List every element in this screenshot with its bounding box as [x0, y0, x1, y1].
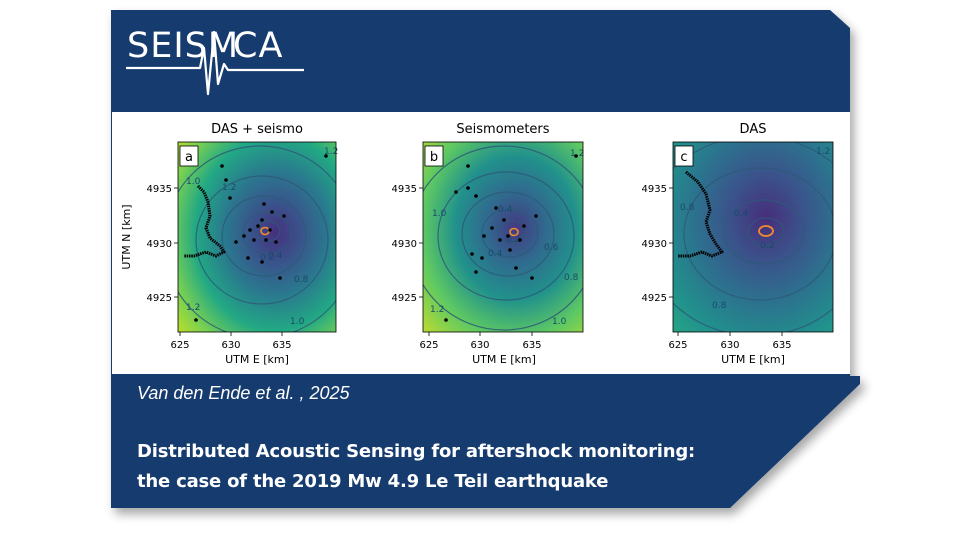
- x-tick-label: 630: [470, 340, 489, 351]
- logo-text-left: SEISM: [127, 26, 240, 66]
- contour-line: [497, 220, 527, 244]
- x-axis-label: UTM E [km]: [225, 353, 289, 366]
- contour-label: 0.8: [564, 273, 579, 283]
- contour-line: [242, 211, 292, 255]
- contour-label: 1.0: [552, 317, 567, 327]
- contour-label: 0.8: [294, 275, 309, 285]
- contour-label: 1.0: [186, 177, 201, 187]
- y-tick-label: 4925: [642, 293, 667, 304]
- panel-c-letter-box: [674, 145, 694, 167]
- contour-label: 0.4: [268, 251, 283, 261]
- panel-b-title: Seismometers: [456, 122, 549, 137]
- paper-figure: UTM N [km] DAS + seismo 0.2 0.4 0.8 1.0 …: [112, 112, 850, 374]
- y-tick-label: 4935: [392, 184, 417, 195]
- y-tick-label: 4935: [147, 184, 172, 195]
- x-axis-label: UTM E [km]: [721, 353, 785, 366]
- paper-title-line-1[interactable]: Distributed Acoustic Sensing for aftersh…: [137, 441, 696, 462]
- contour-line: [178, 145, 336, 332]
- panel-b: Seismometers 0.2 0.4 0.4 0.6 0.8 1.0 1.2…: [392, 122, 585, 366]
- contour-line: [481, 208, 539, 258]
- contour-label: 1.2: [430, 305, 444, 315]
- y-axis-label: UTM N [km]: [120, 204, 133, 269]
- x-tick-label: 635: [772, 340, 791, 351]
- x-tick-label: 635: [272, 340, 291, 351]
- panel-c-letter: c: [680, 150, 687, 165]
- contour-line: [683, 167, 833, 301]
- contour-label: 0.6: [544, 243, 559, 253]
- x-tick-label: 630: [221, 340, 240, 351]
- contour-line: [221, 195, 307, 277]
- das-fibre-path: [678, 170, 724, 258]
- contour-label: 0.2: [760, 241, 774, 251]
- seismica-logo[interactable]: [124, 24, 309, 104]
- x-tick-label: 625: [668, 340, 687, 351]
- contour-label: 1.2: [816, 147, 830, 157]
- contour-label: 0.4: [498, 205, 513, 215]
- paper-citation[interactable]: Van den Ende et al. , 2025: [137, 383, 350, 403]
- logo-text-right: CA: [233, 26, 284, 66]
- contour-label: 0.4: [488, 249, 503, 259]
- y-tick-label: 4925: [147, 293, 172, 304]
- event-location-marker: [758, 225, 774, 237]
- contour-label: 0.8: [680, 203, 695, 213]
- contour-label: 1.2: [324, 147, 338, 157]
- panel-a-letter-box: [179, 145, 199, 167]
- x-tick-label: 625: [170, 340, 189, 351]
- contour-line: [255, 220, 281, 242]
- panel-a-title: DAS + seismo: [211, 122, 303, 137]
- contour-line: [195, 175, 329, 305]
- panel-c: DAS 0.2 0.4 0.8 0.8 1.2 c 4935 4930 4925: [642, 122, 834, 366]
- y-tick-label: 4935: [642, 184, 667, 195]
- contour-line: [723, 199, 805, 265]
- contour-label: 0.2: [506, 235, 520, 245]
- panel-a: DAS + seismo 0.2 0.4 0.8 1.0 1.2 1.2 1.0…: [147, 122, 339, 366]
- x-tick-label: 625: [419, 340, 438, 351]
- y-tick-label: 4930: [642, 239, 667, 250]
- contour-label: 1.0: [432, 209, 447, 219]
- event-location-marker: [509, 227, 519, 237]
- panel-b-letter: b: [430, 150, 438, 165]
- contour-line: [437, 171, 575, 301]
- paper-title-line-2[interactable]: the case of the 2019 Mw 4.9 Le Teil eart…: [137, 471, 609, 492]
- contour-line: [423, 145, 583, 331]
- contour-label: 0.2: [260, 253, 274, 263]
- contour-label: 1.2: [186, 303, 200, 313]
- y-tick-label: 4930: [392, 239, 417, 250]
- x-tick-label: 630: [720, 340, 739, 351]
- y-tick-label: 4925: [392, 293, 417, 304]
- panel-c-title: DAS: [740, 122, 767, 137]
- contour-label: 1.0: [290, 317, 305, 327]
- x-axis-label: UTM E [km]: [472, 353, 536, 366]
- station-markers: [194, 154, 328, 322]
- contour-line: [461, 191, 555, 277]
- das-fibre-path: [184, 184, 226, 258]
- x-tick-label: 635: [522, 340, 541, 351]
- station-markers: [444, 154, 578, 322]
- y-tick-label: 4930: [147, 239, 172, 250]
- contour-label: 1.2: [222, 183, 236, 193]
- contour-label: 0.8: [712, 301, 727, 311]
- panel-b-letter-box: [424, 145, 444, 167]
- seismica-logo-wave: [126, 30, 304, 96]
- contour-label: 0.4: [734, 209, 749, 219]
- contour-label: 1.2: [570, 149, 584, 159]
- panel-a-letter: a: [185, 150, 193, 165]
- contour-line: [747, 217, 785, 247]
- contour-labels: 0.2 0.4 0.8 1.0 1.2 1.2 1.0 1.2: [186, 147, 338, 327]
